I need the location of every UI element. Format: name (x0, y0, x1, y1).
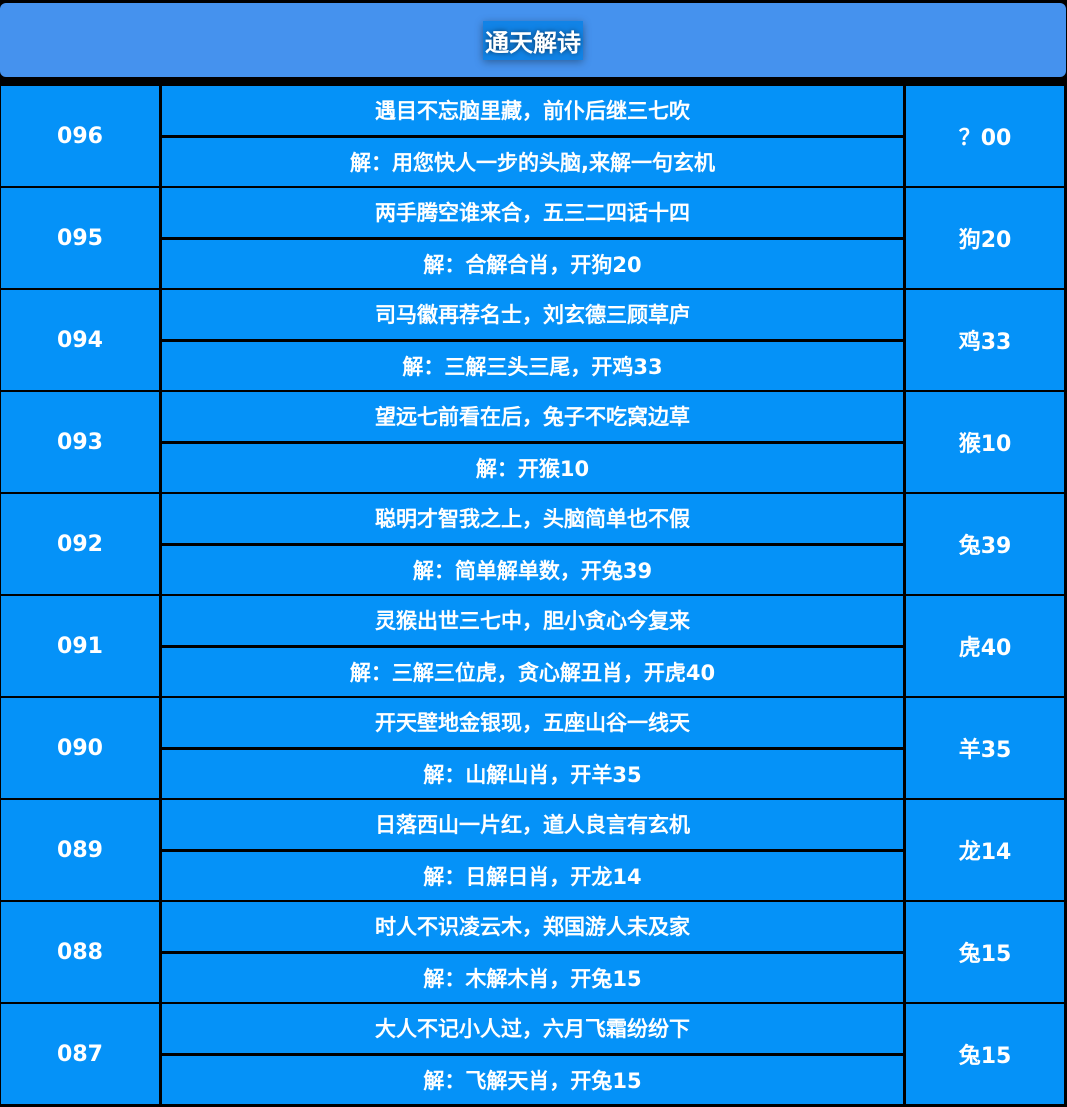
answer-text: 解：三解三位虎，贪心解丑肖，开虎40 (162, 647, 903, 696)
table-row: 088 时人不识凌云木，郑国游人未及家 解：木解木肖，开兔15 兔15 (0, 902, 1065, 1002)
poem-text: 遇目不忘脑里藏，前仆后继三七吹 (162, 86, 903, 135)
table-row: 094 司马徽再荐名士，刘玄德三顾草庐 解：三解三头三尾，开鸡33 鸡33 (0, 290, 1065, 390)
page-header: 通天解诗 (0, 3, 1066, 77)
issue-number: 089 (1, 800, 159, 900)
result: 羊35 (906, 698, 1064, 798)
poem-group: 司马徽再荐名士，刘玄德三顾草庐 解：三解三头三尾，开鸡33 (162, 290, 903, 390)
issue-number: 094 (1, 290, 159, 390)
poem-group: 灵猴出世三七中，胆小贪心今复来 解：三解三位虎，贪心解丑肖，开虎40 (162, 596, 903, 696)
answer-text: 解：合解合肖，开狗20 (162, 239, 903, 288)
result: 兔15 (906, 1004, 1064, 1104)
issue-number: 093 (1, 392, 159, 492)
poem-table: 096 遇目不忘脑里藏，前仆后继三七吹 解：用您快人一步的头脑,来解一句玄机 ？… (0, 86, 1065, 1106)
result: 兔39 (906, 494, 1064, 594)
poem-group: 时人不识凌云木，郑国游人未及家 解：木解木肖，开兔15 (162, 902, 903, 1002)
poem-text: 聪明才智我之上，头脑简单也不假 (162, 494, 903, 543)
issue-number: 095 (1, 188, 159, 288)
poem-text: 两手腾空谁来合，五三二四话十四 (162, 188, 903, 237)
page-title: 通天解诗 (483, 20, 583, 60)
poem-text: 司马徽再荐名士，刘玄德三顾草庐 (162, 290, 903, 339)
poem-text: 日落西山一片红，道人良言有玄机 (162, 800, 903, 849)
table-row: 096 遇目不忘脑里藏，前仆后继三七吹 解：用您快人一步的头脑,来解一句玄机 ？… (0, 86, 1065, 186)
table-row: 092 聪明才智我之上，头脑简单也不假 解：简单解单数，开兔39 兔39 (0, 494, 1065, 594)
poem-group: 两手腾空谁来合，五三二四话十四 解：合解合肖，开狗20 (162, 188, 903, 288)
table-row: 089 日落西山一片红，道人良言有玄机 解：日解日肖，开龙14 龙14 (0, 800, 1065, 900)
poem-text: 望远七前看在后，兔子不吃窝边草 (162, 392, 903, 441)
table-row: 087 大人不记小人过，六月飞霜纷纷下 解：飞解天肖，开兔15 兔15 (0, 1004, 1065, 1104)
poem-text: 大人不记小人过，六月飞霜纷纷下 (162, 1004, 903, 1053)
answer-text: 解：开猴10 (162, 443, 903, 492)
poem-text: 开天壁地金银现，五座山谷一线天 (162, 698, 903, 747)
issue-number: 091 (1, 596, 159, 696)
answer-text: 解：用您快人一步的头脑,来解一句玄机 (162, 137, 903, 186)
result: ？00 (906, 86, 1064, 186)
table-row: 091 灵猴出世三七中，胆小贪心今复来 解：三解三位虎，贪心解丑肖，开虎40 虎… (0, 596, 1065, 696)
poem-text: 灵猴出世三七中，胆小贪心今复来 (162, 596, 903, 645)
poem-group: 聪明才智我之上，头脑简单也不假 解：简单解单数，开兔39 (162, 494, 903, 594)
result: 龙14 (906, 800, 1064, 900)
issue-number: 096 (1, 86, 159, 186)
answer-text: 解：简单解单数，开兔39 (162, 545, 903, 594)
result: 鸡33 (906, 290, 1064, 390)
answer-text: 解：飞解天肖，开兔15 (162, 1055, 903, 1104)
table-row: 095 两手腾空谁来合，五三二四话十四 解：合解合肖，开狗20 狗20 (0, 188, 1065, 288)
answer-text: 解：山解山肖，开羊35 (162, 749, 903, 798)
issue-number: 090 (1, 698, 159, 798)
answer-text: 解：三解三头三尾，开鸡33 (162, 341, 903, 390)
table-row: 090 开天壁地金银现，五座山谷一线天 解：山解山肖，开羊35 羊35 (0, 698, 1065, 798)
result: 兔15 (906, 902, 1064, 1002)
result: 虎40 (906, 596, 1064, 696)
poem-group: 日落西山一片红，道人良言有玄机 解：日解日肖，开龙14 (162, 800, 903, 900)
table-row: 093 望远七前看在后，兔子不吃窝边草 解：开猴10 猴10 (0, 392, 1065, 492)
result: 猴10 (906, 392, 1064, 492)
poem-group: 大人不记小人过，六月飞霜纷纷下 解：飞解天肖，开兔15 (162, 1004, 903, 1104)
issue-number: 087 (1, 1004, 159, 1104)
poem-text: 时人不识凌云木，郑国游人未及家 (162, 902, 903, 951)
poem-group: 开天壁地金银现，五座山谷一线天 解：山解山肖，开羊35 (162, 698, 903, 798)
issue-number: 092 (1, 494, 159, 594)
answer-text: 解：木解木肖，开兔15 (162, 953, 903, 1002)
result: 狗20 (906, 188, 1064, 288)
poem-group: 望远七前看在后，兔子不吃窝边草 解：开猴10 (162, 392, 903, 492)
issue-number: 088 (1, 902, 159, 1002)
answer-text: 解：日解日肖，开龙14 (162, 851, 903, 900)
poem-group: 遇目不忘脑里藏，前仆后继三七吹 解：用您快人一步的头脑,来解一句玄机 (162, 86, 903, 186)
